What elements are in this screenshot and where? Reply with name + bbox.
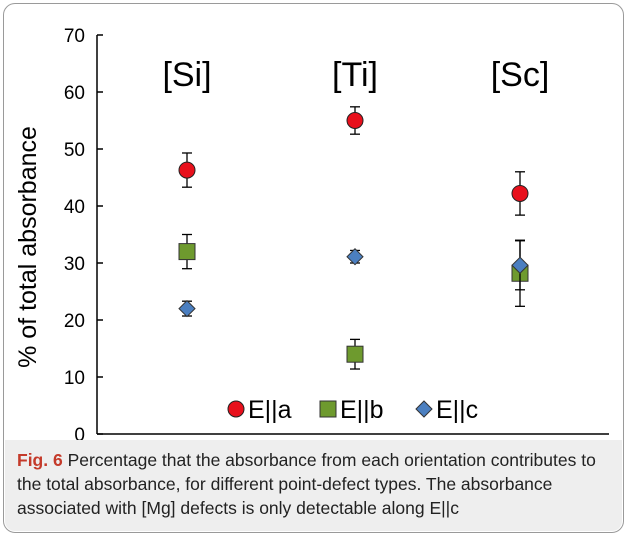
caption-text: Percentage that the absorbance from each… [17, 450, 596, 518]
marker-diamond [511, 256, 529, 274]
marker-diamond [346, 248, 364, 266]
figure-caption: Fig. 6 Percentage that the absorbance fr… [17, 448, 617, 520]
legend-label: E||b [340, 396, 384, 424]
legend-marker-diamond [415, 400, 433, 418]
y-tick-label: 60 [64, 83, 85, 104]
legend-item: E||a [227, 396, 292, 424]
y-tick-label: 0 [74, 425, 85, 440]
caption-box: Fig. 6 Percentage that the absorbance fr… [5, 440, 622, 531]
marker-circle [346, 112, 364, 129]
marker-circle [511, 184, 529, 202]
legend-label: E||c [436, 396, 478, 424]
data-point [511, 240, 529, 291]
legend-marker-square [319, 400, 337, 418]
y-tick-label: 20 [64, 311, 85, 332]
data-point [511, 171, 529, 216]
y-tick-label: 50 [64, 140, 85, 161]
category-label: [Si] [162, 56, 211, 94]
y-tick-label: 10 [64, 368, 85, 389]
data-point [178, 152, 196, 188]
data-point [346, 106, 364, 135]
data-point [178, 233, 196, 270]
legend-label: E||a [248, 396, 292, 424]
data-point [346, 338, 364, 370]
y-axis-label: % of total absorbance [14, 126, 42, 368]
category-label: [Sc] [491, 56, 550, 94]
marker-circle [178, 161, 196, 179]
category-label: [Ti] [332, 56, 378, 94]
legend-marker-circle [227, 400, 245, 418]
marker-diamond [178, 299, 196, 318]
legend-item: E||b [319, 396, 384, 424]
figure-frame [3, 3, 624, 533]
chart: 0 10 20 30 40 50 60 70 [Si] [Ti] [Sc] E||a E||b E||… [14, 26, 609, 440]
legend-item: E||c [415, 396, 478, 424]
figure-label: Fig. 6 [17, 450, 63, 470]
y-tick-label: 40 [64, 197, 85, 218]
marker-square [346, 345, 364, 363]
y-tick-label: 70 [64, 26, 85, 47]
data-point [346, 248, 364, 266]
marker-square [178, 243, 196, 261]
data-point [178, 299, 196, 318]
y-tick-label: 30 [64, 254, 85, 275]
